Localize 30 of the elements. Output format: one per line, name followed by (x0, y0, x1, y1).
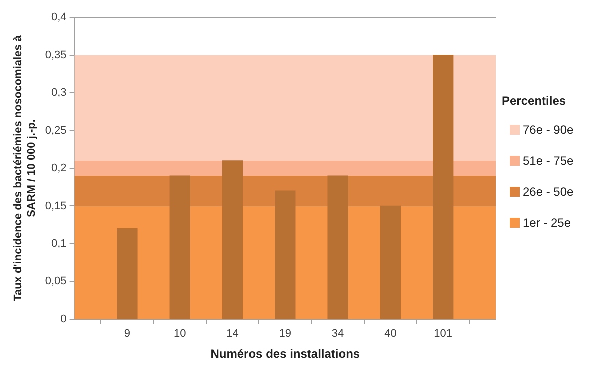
x-tick-label: 101 (434, 328, 453, 340)
y-tick-label: 0 (60, 313, 67, 326)
bar (117, 228, 138, 320)
y-tick-label: 0,1 (52, 238, 67, 250)
x-tick-label: 14 (226, 328, 239, 340)
x-tick-label: 40 (384, 328, 397, 340)
band-label: 76e - 90e (523, 123, 574, 137)
y-tick-label: 0,15 (45, 200, 67, 212)
bar (433, 54, 454, 320)
bar (328, 176, 348, 320)
y-axis-title: Taux d'incidence des bactériémies nosocomiales à SARM / 10 000 j.-p. (12, 34, 38, 302)
y-tick-label: 0,05 (45, 276, 67, 288)
x-axis-title: Numéros des installations (210, 347, 360, 362)
y-tick-label: 0,3 (52, 87, 67, 100)
y-tick-label: 0,25 (45, 124, 67, 137)
bar (380, 206, 402, 320)
y-tick-label: 0,35 (45, 49, 67, 62)
x-tick-label: 19 (279, 328, 292, 340)
bar (222, 160, 244, 320)
bar (170, 176, 190, 320)
x-tick-label: 34 (332, 328, 344, 340)
x-tick-label: 10 (174, 328, 186, 340)
y-tick-label: 0,2 (52, 162, 67, 175)
x-tick-label: 9 (124, 328, 131, 340)
legend-title: Percentiles (502, 94, 568, 108)
band-label: 51e - 75e (523, 154, 574, 168)
bar (275, 190, 296, 320)
band-label: 1er - 25e (523, 216, 572, 230)
band-label: 26e - 50e (523, 185, 574, 199)
y-tick-label: 0,4 (52, 12, 67, 24)
